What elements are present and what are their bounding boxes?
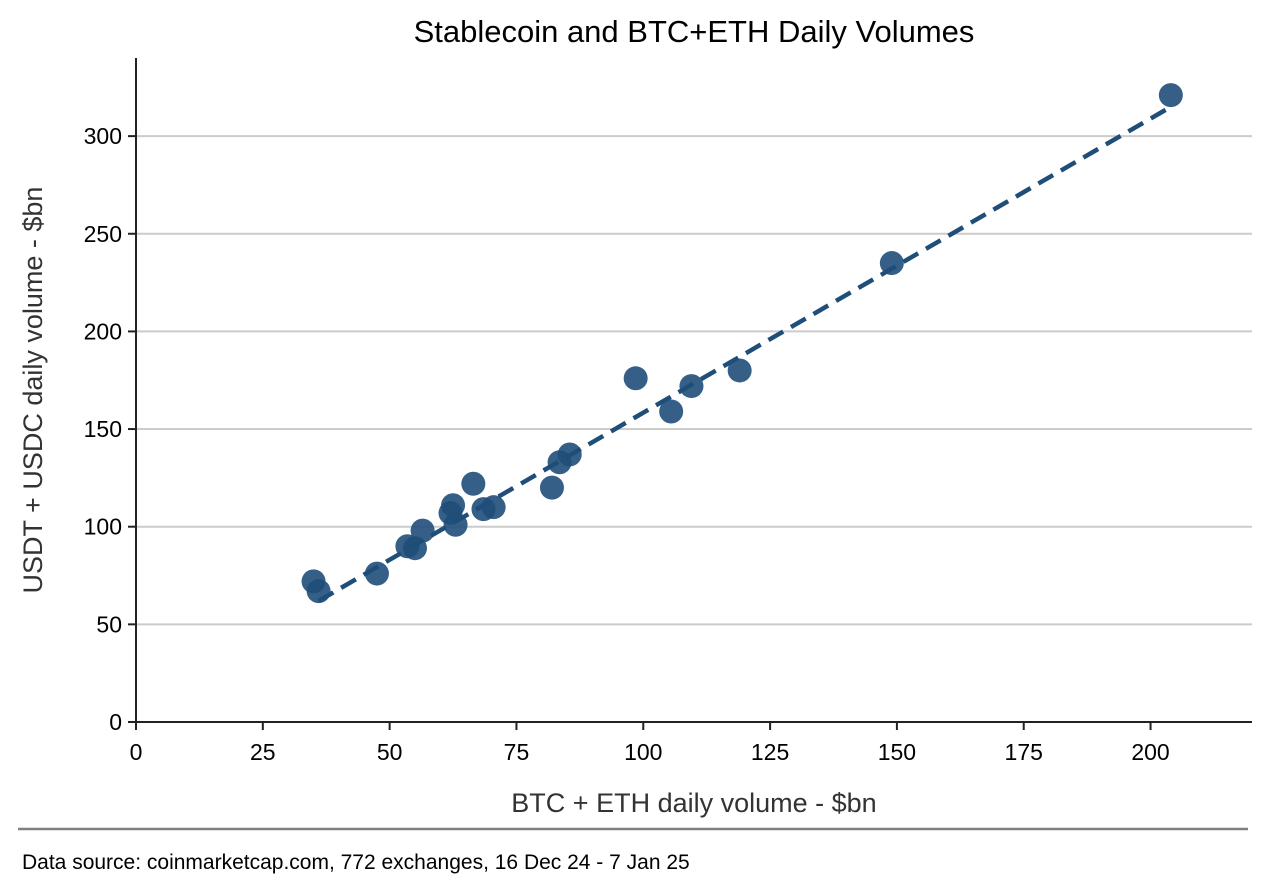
data-point	[623, 366, 648, 391]
y-tick-label: 50	[96, 611, 122, 637]
chart-title: Stablecoin and BTC+ETH Daily Volumes	[414, 14, 975, 49]
data-point	[727, 358, 752, 383]
source-note: Data source: coinmarketcap.com, 772 exch…	[22, 851, 690, 874]
x-tick-label: 50	[377, 739, 403, 765]
x-axis-ticks: 0 25 50 75 100 125 150 175 200	[130, 722, 1170, 765]
data-point	[410, 518, 435, 543]
data-point	[441, 493, 466, 518]
y-tick-label: 250	[84, 221, 122, 247]
data-point	[481, 495, 506, 520]
data-point	[879, 251, 904, 276]
y-tick-label: 200	[84, 318, 122, 344]
data-point	[539, 475, 564, 500]
x-tick-label: 0	[130, 739, 143, 765]
y-tick-label: 100	[84, 514, 122, 540]
y-tick-label: 0	[109, 709, 122, 735]
x-tick-label: 200	[1131, 739, 1169, 765]
x-tick-label: 150	[878, 739, 916, 765]
data-point	[557, 442, 582, 467]
x-tick-label: 125	[751, 739, 789, 765]
data-points	[301, 83, 1183, 604]
y-axis-label: USDT + USDC daily volume - $bn	[18, 187, 48, 594]
data-point	[679, 374, 704, 399]
data-point	[659, 399, 684, 424]
data-point	[443, 512, 468, 537]
x-tick-label: 25	[250, 739, 276, 765]
data-point	[306, 579, 331, 604]
x-tick-label: 75	[504, 739, 530, 765]
data-point	[364, 561, 389, 586]
y-tick-label: 150	[84, 416, 122, 442]
y-tick-label: 300	[84, 123, 122, 149]
data-point	[1158, 83, 1183, 108]
data-point	[461, 471, 486, 496]
x-axis-label: BTC + ETH daily volume - $bn	[511, 788, 876, 818]
x-tick-label: 100	[624, 739, 662, 765]
x-tick-label: 175	[1005, 739, 1043, 765]
y-axis-ticks: 0 50 100 150 200 250 300	[84, 123, 136, 735]
gridlines	[136, 135, 1252, 626]
